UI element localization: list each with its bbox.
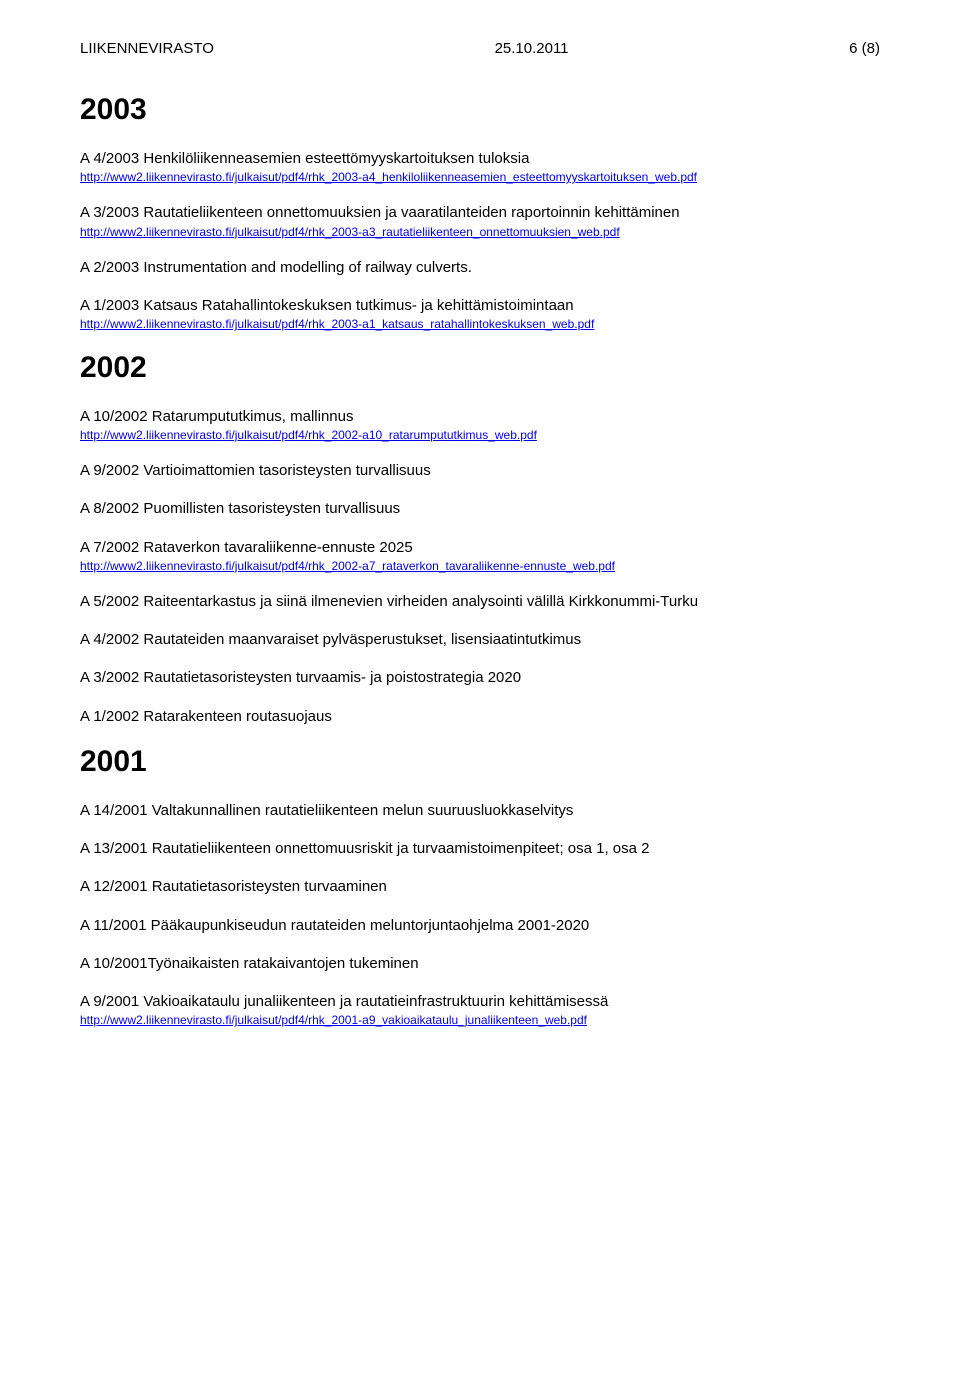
publication-entry: A 1/2003 Katsaus Ratahallintokeskuksen t… <box>80 296 880 332</box>
publication-entry: A 8/2002 Puomillisten tasoristeysten tur… <box>80 499 880 519</box>
publication-link[interactable]: http://www2.liikennevirasto.fi/julkaisut… <box>80 224 880 240</box>
publication-entry: A 3/2002 Rautatietasoristeysten turvaami… <box>80 668 880 688</box>
publication-title: A 14/2001 Valtakunnallinen rautatieliike… <box>80 801 880 821</box>
publication-entry: A 10/2001Työnaikaisten ratakaivantojen t… <box>80 954 880 974</box>
publication-title: A 11/2001 Pääkaupunkiseudun rautateiden … <box>80 916 880 936</box>
publication-entry: A 11/2001 Pääkaupunkiseudun rautateiden … <box>80 916 880 936</box>
header-page-number: 6 (8) <box>849 40 880 57</box>
publication-title: A 9/2002 Vartioimattomien tasoristeysten… <box>80 461 880 481</box>
sections-container: 2003 A 4/2003 Henkilöliikenneasemien este… <box>80 93 880 1029</box>
publication-entry: A 12/2001 Rautatietasoristeysten turvaam… <box>80 877 880 897</box>
publication-entry: A 7/2002 Rataverkon tavaraliikenne-ennus… <box>80 538 880 574</box>
publication-title: A 2/2003 Instrumentation and modelling o… <box>80 258 880 278</box>
year-heading: 2001 <box>80 745 880 779</box>
publication-title: A 12/2001 Rautatietasoristeysten turvaam… <box>80 877 880 897</box>
publication-title: A 3/2003 Rautatieliikenteen onnettomuuks… <box>80 203 880 223</box>
publication-entry: A 5/2002 Raiteentarkastus ja siinä ilmen… <box>80 592 880 612</box>
publication-entry: A 4/2002 Rautateiden maanvaraiset pylväs… <box>80 630 880 650</box>
publication-link[interactable]: http://www2.liikennevirasto.fi/julkaisut… <box>80 1012 880 1028</box>
publication-entry: A 1/2002 Ratarakenteen routasuojaus <box>80 707 880 727</box>
page-header: LIIKENNEVIRASTO 25.10.2011 6 (8) <box>80 40 880 57</box>
header-date: 25.10.2011 <box>495 40 569 57</box>
publication-title: A 8/2002 Puomillisten tasoristeysten tur… <box>80 499 880 519</box>
publication-entry: A 10/2002 Ratarumpututkimus, mallinnusht… <box>80 407 880 443</box>
publication-entry: A 3/2003 Rautatieliikenteen onnettomuuks… <box>80 203 880 239</box>
publication-entry: A 14/2001 Valtakunnallinen rautatieliike… <box>80 801 880 821</box>
publication-entry: A 2/2003 Instrumentation and modelling o… <box>80 258 880 278</box>
publication-entry: A 9/2002 Vartioimattomien tasoristeysten… <box>80 461 880 481</box>
publication-link[interactable]: http://www2.liikennevirasto.fi/julkaisut… <box>80 427 880 443</box>
publication-title: A 10/2001Työnaikaisten ratakaivantojen t… <box>80 954 880 974</box>
publication-title: A 3/2002 Rautatietasoristeysten turvaami… <box>80 668 880 688</box>
publication-link[interactable]: http://www2.liikennevirasto.fi/julkaisut… <box>80 169 880 185</box>
publication-title: A 5/2002 Raiteentarkastus ja siinä ilmen… <box>80 592 880 612</box>
publication-link[interactable]: http://www2.liikennevirasto.fi/julkaisut… <box>80 558 880 574</box>
publication-title: A 1/2003 Katsaus Ratahallintokeskuksen t… <box>80 296 880 316</box>
header-organization: LIIKENNEVIRASTO <box>80 40 214 57</box>
publication-title: A 7/2002 Rataverkon tavaraliikenne-ennus… <box>80 538 880 558</box>
publication-entry: A 13/2001 Rautatieliikenteen onnettomuus… <box>80 839 880 859</box>
publication-entry: A 4/2003 Henkilöliikenneasemien esteettö… <box>80 149 880 185</box>
year-heading: 2003 <box>80 93 880 127</box>
publication-title: A 1/2002 Ratarakenteen routasuojaus <box>80 707 880 727</box>
publication-title: A 13/2001 Rautatieliikenteen onnettomuus… <box>80 839 880 859</box>
publication-entry: A 9/2001 Vakioaikataulu junaliikenteen j… <box>80 992 880 1028</box>
publication-title: A 4/2003 Henkilöliikenneasemien esteettö… <box>80 149 880 169</box>
publication-link[interactable]: http://www2.liikennevirasto.fi/julkaisut… <box>80 316 880 332</box>
year-heading: 2002 <box>80 351 880 385</box>
publication-title: A 9/2001 Vakioaikataulu junaliikenteen j… <box>80 992 880 1012</box>
document-page: LIIKENNEVIRASTO 25.10.2011 6 (8) 2003 A 4… <box>0 0 960 1400</box>
publication-title: A 4/2002 Rautateiden maanvaraiset pylväs… <box>80 630 880 650</box>
publication-title: A 10/2002 Ratarumpututkimus, mallinnus <box>80 407 880 427</box>
